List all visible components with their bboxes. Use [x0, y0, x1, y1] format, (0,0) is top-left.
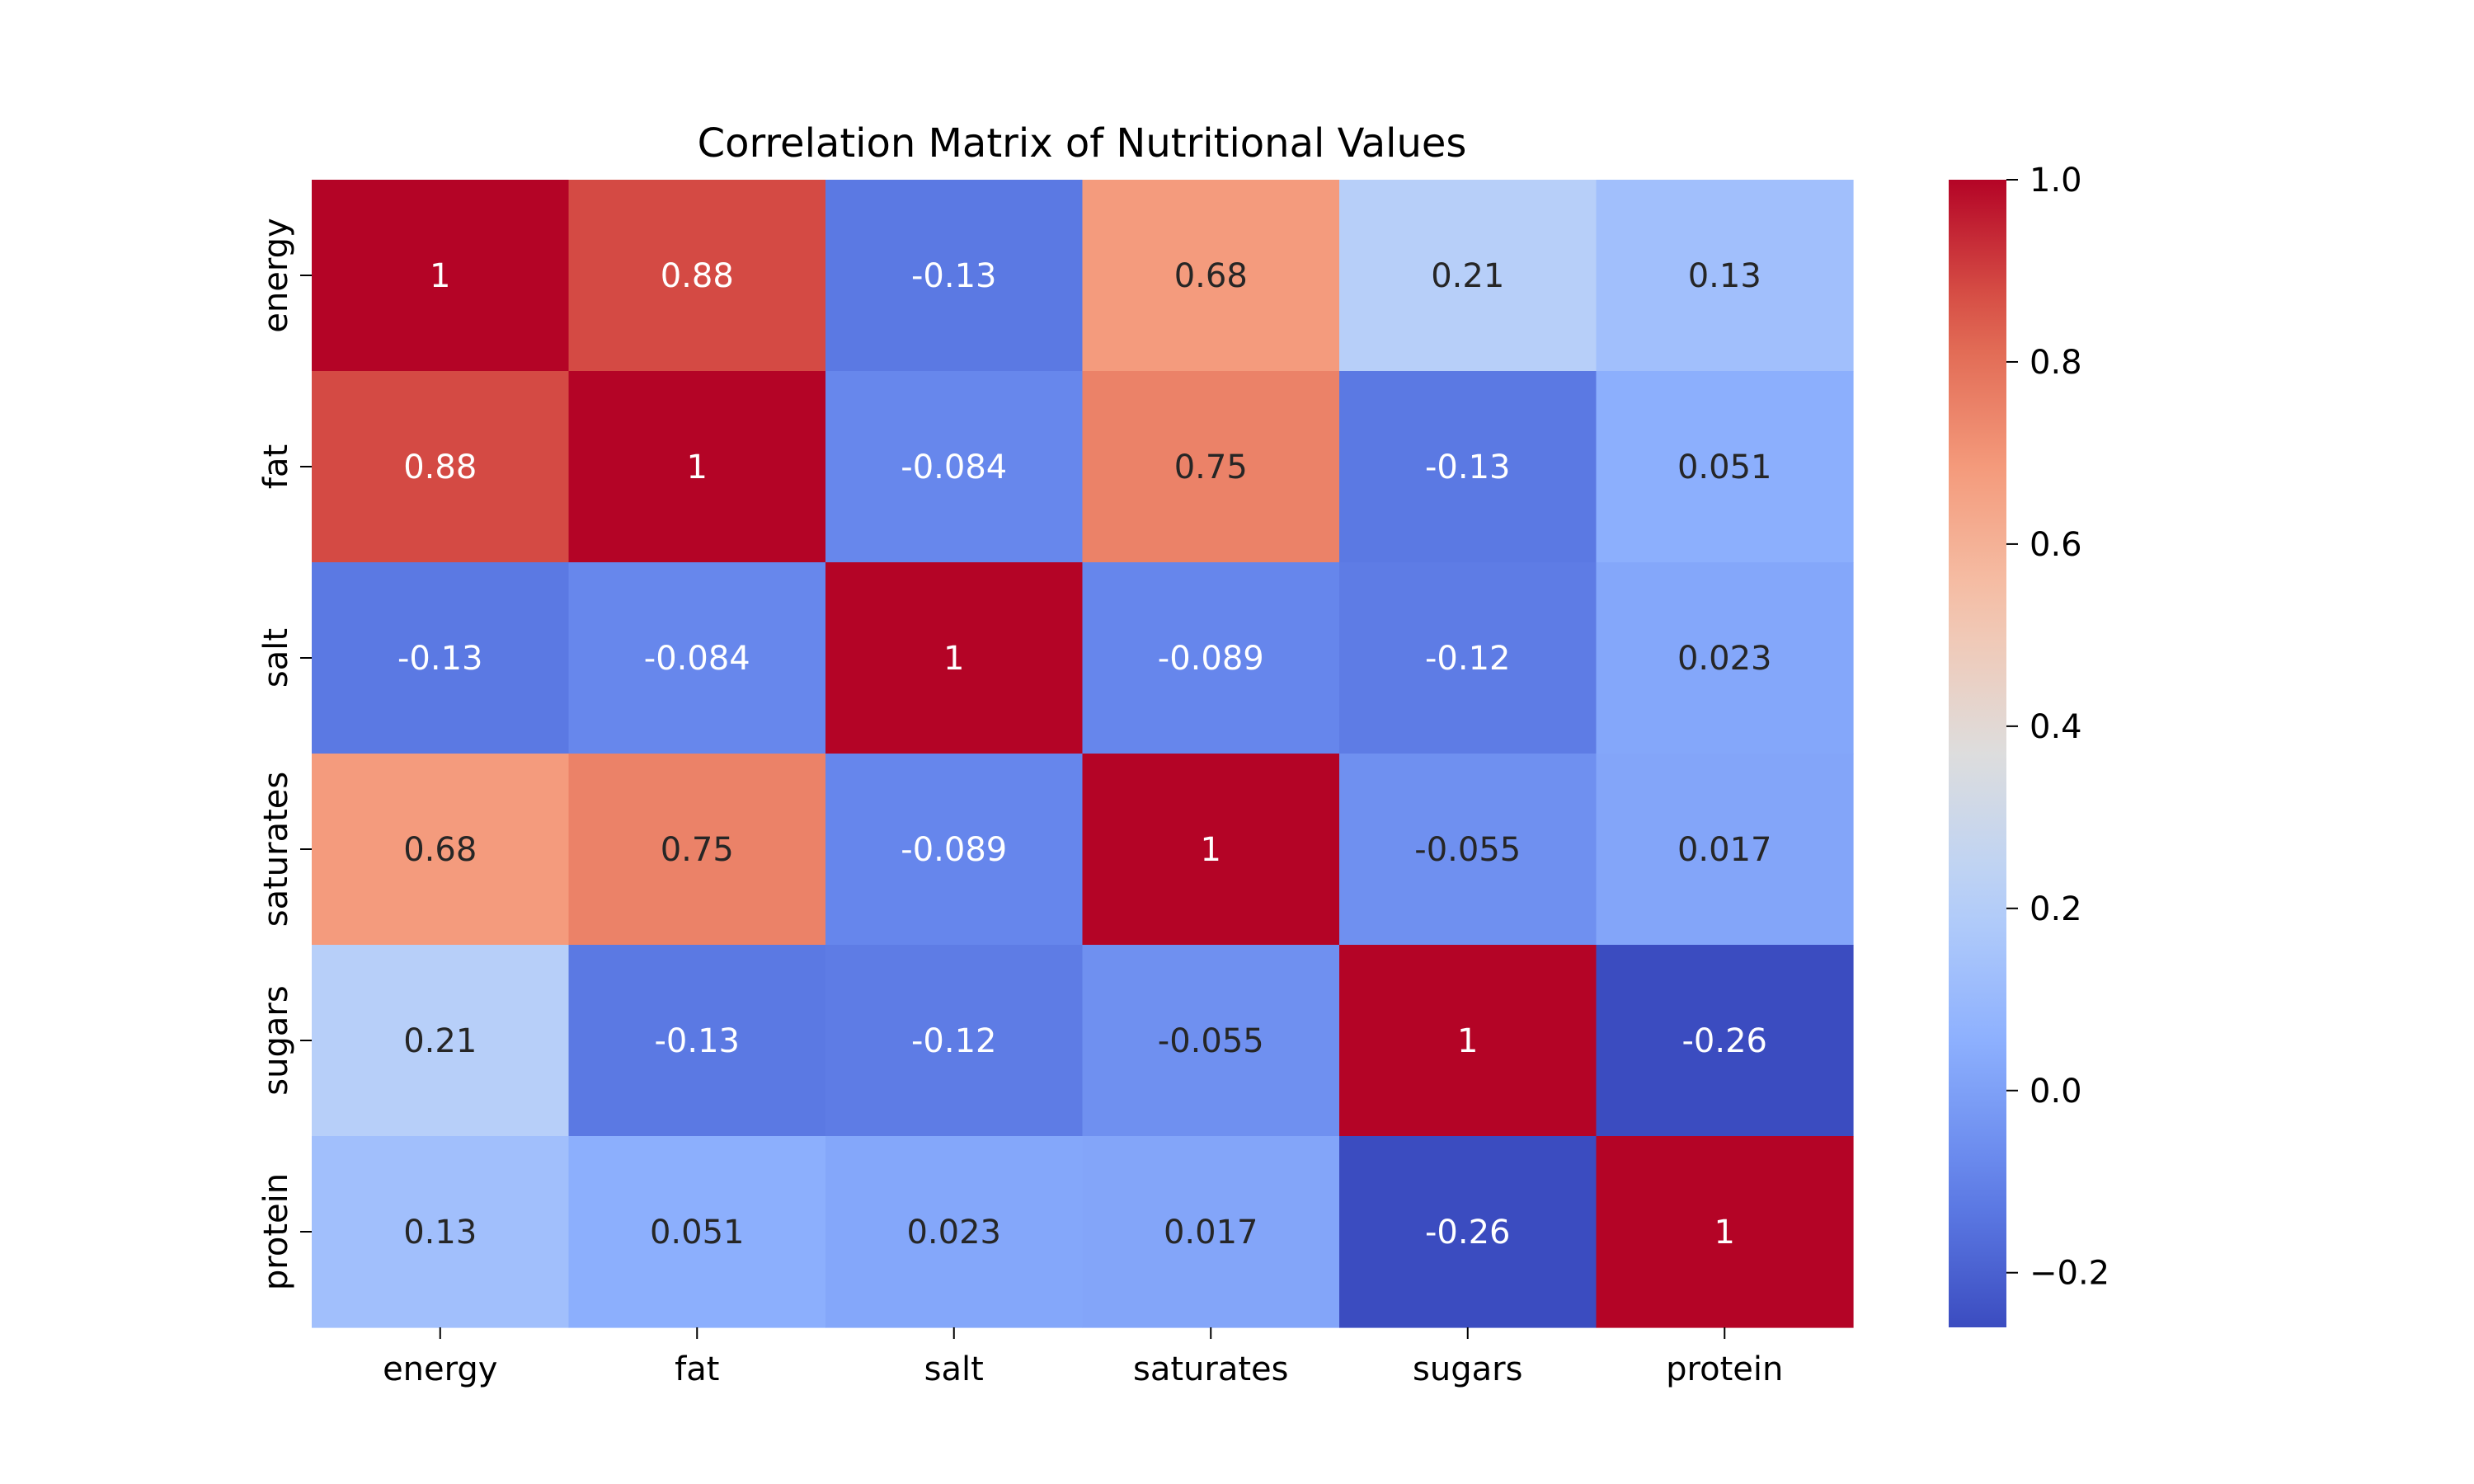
- cell-annotation: 0.017: [1677, 831, 1772, 869]
- cell-annotation: 1: [430, 257, 450, 295]
- cell-annotation: -0.12: [911, 1022, 997, 1060]
- heatmap-cell-fat-fat: [568, 371, 826, 563]
- heatmap-cell-fat-saturates: [1082, 371, 1340, 563]
- cell-annotation: -0.13: [911, 257, 997, 295]
- heatmap-cell-fat-salt: [825, 371, 1084, 563]
- y-tick-label: protein: [257, 1173, 295, 1290]
- cell-annotation: -0.055: [1158, 1022, 1264, 1060]
- colorbar-tick-label: 0.8: [2030, 344, 2082, 382]
- heatmap-cell-salt-sugars: [1339, 562, 1597, 754]
- x-tick-label: saturates: [1133, 1350, 1288, 1388]
- cell-annotation: 0.017: [1164, 1214, 1258, 1252]
- colorbar-tick-label: 0.2: [2030, 890, 2082, 928]
- cell-annotation: 0.13: [1688, 257, 1761, 295]
- x-tick-label: fat: [675, 1350, 719, 1388]
- heatmap-cell-salt-energy: [312, 562, 570, 754]
- heatmap-cell-sugars-salt: [825, 945, 1084, 1137]
- cell-annotation: 0.023: [906, 1214, 1001, 1252]
- colorbar-tick-label: −0.2: [2030, 1255, 2109, 1293]
- cell-annotation: -0.084: [901, 448, 1007, 486]
- cell-annotation: 0.75: [1174, 448, 1248, 486]
- cell-annotation: 1: [687, 448, 708, 486]
- cell-annotation: -0.13: [1425, 448, 1511, 486]
- x-axis: energy fat salt saturates sugars protein: [383, 1327, 1783, 1388]
- cell-annotation: 0.051: [1677, 448, 1772, 486]
- heatmap-cells: [312, 180, 1854, 1328]
- x-tick-label: salt: [924, 1350, 984, 1388]
- heatmap-cell-protein-sugars: [1339, 1136, 1597, 1328]
- y-tick-label: saturates: [257, 772, 295, 927]
- colorbar-tick-label: 1.0: [2030, 162, 2082, 200]
- heatmap-cell-sugars-saturates: [1082, 945, 1340, 1137]
- heatmap-cell-sugars-energy: [312, 945, 570, 1137]
- cell-annotation: 0.21: [403, 1022, 477, 1060]
- cell-annotation: 1: [1714, 1214, 1735, 1252]
- colorbar: −0.2 0.0 0.2 0.4 0.6 0.8 1.0: [1949, 162, 2109, 1327]
- x-tick-label: protein: [1666, 1350, 1783, 1388]
- heatmap-cell-saturates-saturates: [1082, 754, 1340, 946]
- heatmap-cell-saturates-protein: [1596, 754, 1854, 946]
- heatmap-cell-energy-energy: [312, 180, 570, 372]
- heatmap-cell-salt-salt: [825, 562, 1084, 754]
- heatmap-cell-salt-protein: [1596, 562, 1854, 754]
- cell-annotation: 0.68: [1174, 257, 1248, 295]
- cell-annotation: -0.084: [644, 640, 750, 678]
- y-tick-label: energy: [257, 218, 295, 332]
- cell-annotation: 0.21: [1431, 257, 1504, 295]
- heatmap-cell-sugars-protein: [1596, 945, 1854, 1137]
- x-tick-label: sugars: [1413, 1350, 1522, 1388]
- heatmap-cell-energy-saturates: [1082, 180, 1340, 372]
- heatmap-cell-protein-fat: [568, 1136, 826, 1328]
- heatmap-cell-protein-saturates: [1082, 1136, 1340, 1328]
- cell-annotation: 1: [1457, 1022, 1478, 1060]
- heatmap-cell-fat-protein: [1596, 371, 1854, 563]
- colorbar-tick-label: 0.6: [2030, 526, 2082, 564]
- cell-annotation: -0.26: [1425, 1214, 1511, 1252]
- heatmap-cell-saturates-sugars: [1339, 754, 1597, 946]
- y-tick-label: sugars: [257, 985, 295, 1095]
- cell-annotation: -0.089: [901, 831, 1007, 869]
- cell-annotation: 0.68: [403, 831, 477, 869]
- heatmap-cell-saturates-salt: [825, 754, 1084, 946]
- cell-annotation: -0.055: [1414, 831, 1521, 869]
- cell-annotation: 0.023: [1677, 640, 1772, 678]
- cell-annotation: 0.88: [661, 257, 734, 295]
- heatmap-cell-sugars-sugars: [1339, 945, 1597, 1137]
- cell-annotation: -0.089: [1158, 640, 1264, 678]
- cell-annotation: 0.051: [650, 1214, 745, 1252]
- heatmap-cell-saturates-energy: [312, 754, 570, 946]
- heatmap-cell-energy-sugars: [1339, 180, 1597, 372]
- heatmap-cell-energy-protein: [1596, 180, 1854, 372]
- heatmap-cell-protein-energy: [312, 1136, 570, 1328]
- colorbar-tick-label: 0.4: [2030, 708, 2082, 746]
- heatmap-cell-energy-salt: [825, 180, 1084, 372]
- heatmap-cell-energy-fat: [568, 180, 826, 372]
- y-axis: energy fat salt saturates sugars protein: [257, 218, 312, 1290]
- heatmap-cell-salt-saturates: [1082, 562, 1340, 754]
- cell-annotation: 1: [943, 640, 964, 678]
- heatmap-cell-sugars-fat: [568, 945, 826, 1137]
- colorbar-gradient: [1949, 180, 2006, 1327]
- cell-annotation: -0.13: [655, 1022, 741, 1060]
- heatmap-cell-protein-salt: [825, 1136, 1084, 1328]
- cell-annotation: 0.75: [661, 831, 734, 869]
- y-tick-label: fat: [257, 444, 295, 489]
- heatmap-cell-fat-energy: [312, 371, 570, 563]
- y-tick-label: salt: [257, 628, 295, 688]
- heatmap-cell-saturates-fat: [568, 754, 826, 946]
- x-tick-label: energy: [383, 1350, 497, 1388]
- cell-annotation: 0.13: [403, 1214, 477, 1252]
- cell-annotation: -0.13: [397, 640, 483, 678]
- heatmap-cell-protein-protein: [1596, 1136, 1854, 1328]
- cell-annotations: 1 0.88 -0.13 0.68 0.21 0.13 0.88 1 -0.084 0.75 -0.…: [397, 257, 1772, 1252]
- chart-title: Correlation Matrix of Nutritional Values: [698, 120, 1467, 167]
- colorbar-tick-label: 0.0: [2030, 1073, 2082, 1111]
- heatmap-cell-fat-sugars: [1339, 371, 1597, 563]
- cell-annotation: 0.88: [403, 448, 477, 486]
- cell-annotation: -0.12: [1425, 640, 1511, 678]
- cell-annotation: 1: [1201, 831, 1221, 869]
- heatmap-cell-salt-fat: [568, 562, 826, 754]
- cell-annotation: -0.26: [1682, 1022, 1768, 1060]
